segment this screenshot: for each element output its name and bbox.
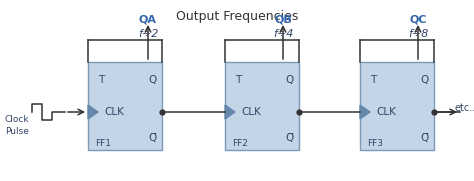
Bar bbox=[88, 62, 162, 150]
Text: CLK: CLK bbox=[376, 107, 396, 117]
Text: Q: Q bbox=[420, 75, 428, 85]
Text: QB: QB bbox=[274, 15, 292, 25]
Text: Output Frequencies: Output Frequencies bbox=[176, 10, 298, 23]
Text: QC: QC bbox=[409, 15, 427, 25]
Text: Q̅: Q̅ bbox=[148, 133, 156, 143]
Text: T: T bbox=[370, 75, 376, 85]
Text: Q̅: Q̅ bbox=[420, 133, 428, 143]
Polygon shape bbox=[225, 105, 235, 119]
Text: FF2: FF2 bbox=[232, 138, 248, 148]
Text: Q̅: Q̅ bbox=[285, 133, 293, 143]
Text: QA: QA bbox=[139, 15, 157, 25]
Text: FF1: FF1 bbox=[95, 138, 111, 148]
Text: f÷8: f÷8 bbox=[408, 29, 428, 39]
Text: f÷2: f÷2 bbox=[138, 29, 158, 39]
Bar bbox=[360, 62, 434, 150]
Text: FF3: FF3 bbox=[367, 138, 383, 148]
Bar bbox=[225, 62, 299, 150]
Text: Q: Q bbox=[148, 75, 156, 85]
Text: Pulse: Pulse bbox=[5, 127, 29, 136]
Polygon shape bbox=[360, 105, 370, 119]
Text: CLK: CLK bbox=[104, 107, 124, 117]
Text: Clock: Clock bbox=[5, 115, 29, 125]
Text: T: T bbox=[98, 75, 104, 85]
Text: T: T bbox=[235, 75, 241, 85]
Text: etc...: etc... bbox=[455, 103, 474, 113]
Polygon shape bbox=[88, 105, 98, 119]
Text: f÷4: f÷4 bbox=[273, 29, 293, 39]
Text: CLK: CLK bbox=[241, 107, 261, 117]
Text: Q: Q bbox=[285, 75, 293, 85]
